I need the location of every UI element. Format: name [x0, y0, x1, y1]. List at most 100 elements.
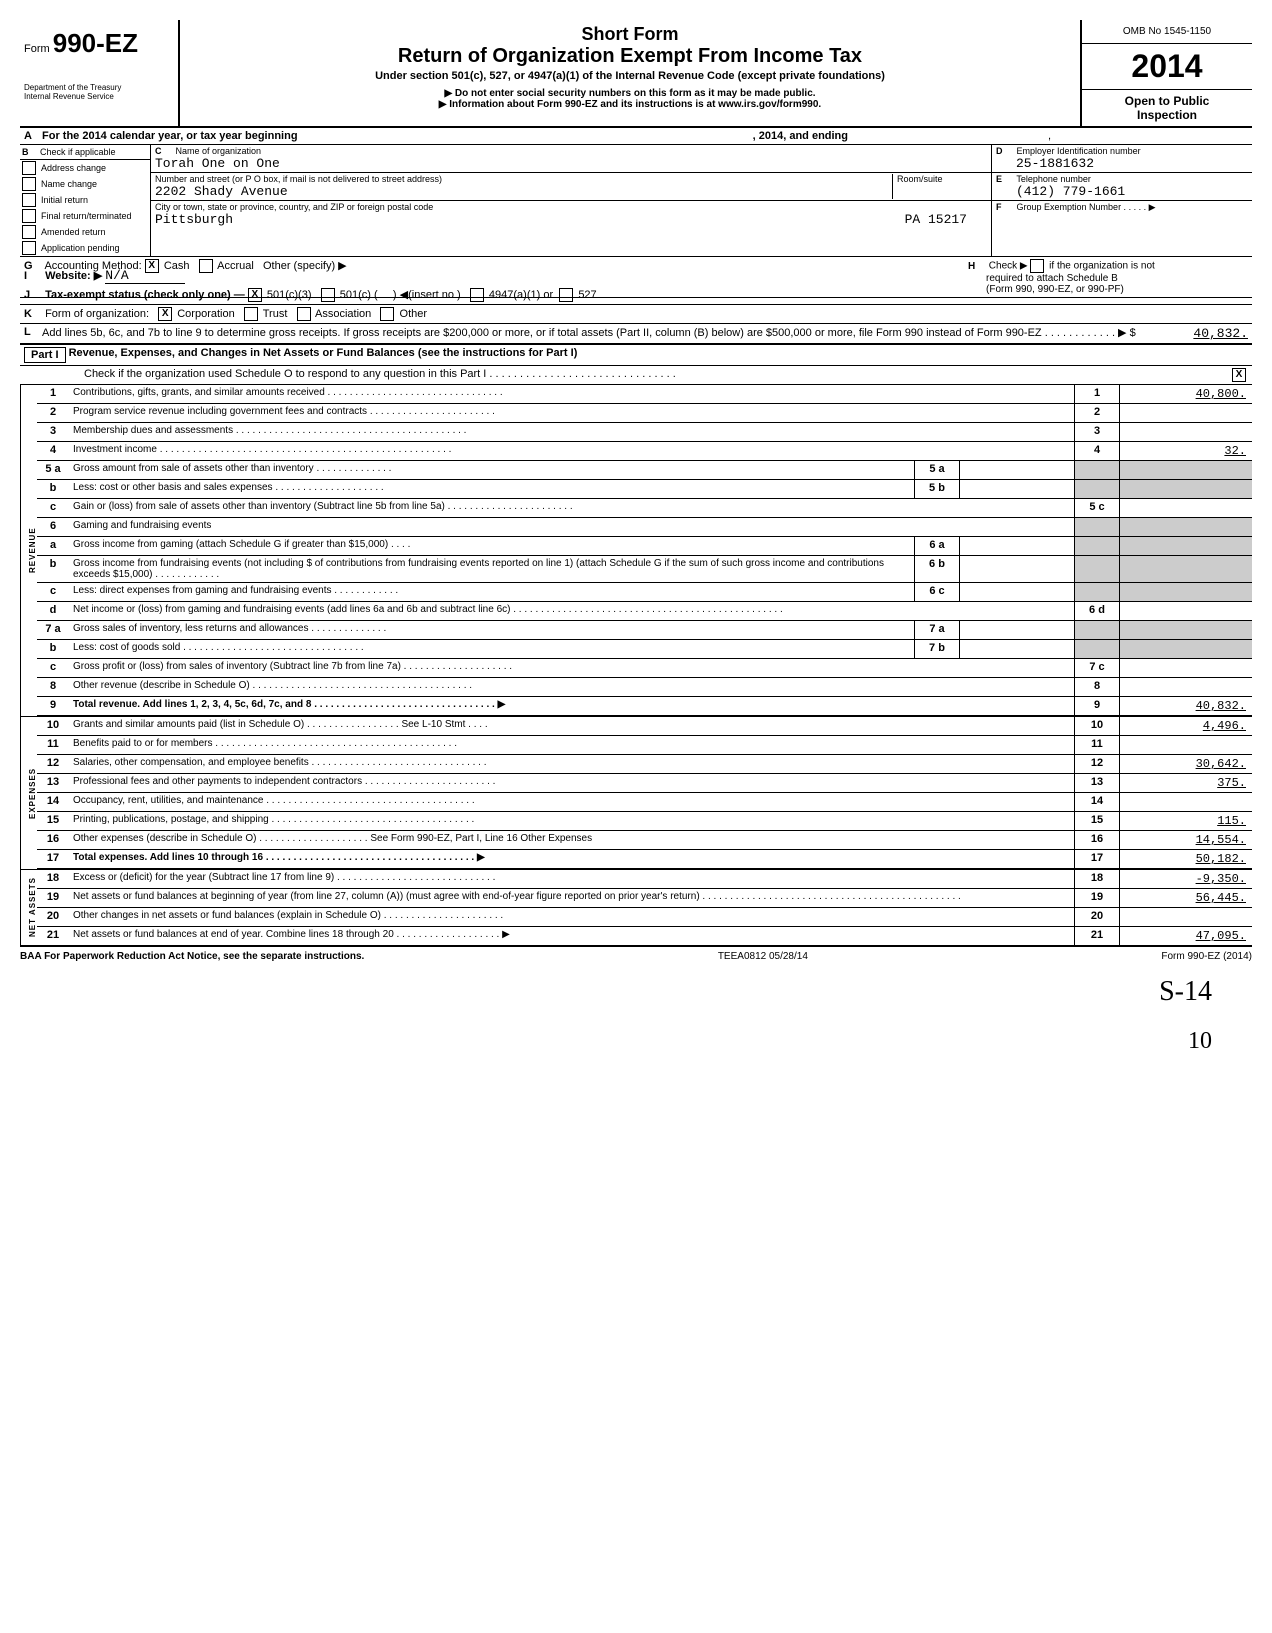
subtitle-1: Under section 501(c), 527, or 4947(a)(1)… [188, 70, 1072, 82]
ln7b-shade2 [1119, 640, 1252, 658]
line-a-text: For the 2014 calendar year, or tax year … [42, 130, 298, 142]
line-h-text2: required to attach Schedule B [986, 273, 1118, 284]
label-assoc: Association [315, 308, 371, 320]
ln11-box: 11 [1074, 736, 1119, 754]
ln7b-iamt [960, 640, 1074, 658]
city: Pittsburgh [155, 212, 233, 227]
ln1-desc: Contributions, gifts, grants, and simila… [69, 385, 1074, 403]
ln9-amt: 40,832. [1119, 697, 1252, 715]
ln9-num: 9 [37, 697, 69, 715]
ln21-desc: Net assets or fund balances at end of ye… [69, 927, 1074, 945]
check-address-change[interactable] [22, 161, 36, 175]
part-1-label: Part I [24, 347, 66, 363]
ln7c-amt [1119, 659, 1252, 677]
ln7a-ibox: 7 a [914, 621, 960, 639]
ln12-amt: 30,642. [1119, 755, 1252, 773]
state-zip: PA 15217 [905, 212, 967, 227]
label-527: 527 [578, 289, 596, 301]
ln17-num: 17 [37, 850, 69, 868]
ln2-desc: Program service revenue including govern… [69, 404, 1074, 422]
check-trust[interactable] [244, 307, 258, 321]
check-final-return[interactable] [22, 209, 36, 223]
box-d-label: Employer Identification number [1017, 146, 1141, 156]
ln7c-num: c [37, 659, 69, 677]
ln7a-num: 7 a [37, 621, 69, 639]
ln1-amt: 40,800. [1119, 385, 1252, 403]
ln7b-ibox: 7 b [914, 640, 960, 658]
ln6a-num: a [37, 537, 69, 555]
ln12-num: 12 [37, 755, 69, 773]
ln18-box: 18 [1074, 870, 1119, 888]
line-i-label: Website: ▶ [45, 270, 102, 282]
check-accrual[interactable] [199, 259, 213, 273]
revenue-side-label: REVENUE [20, 385, 37, 716]
header-left: Form 990-EZ Department of the Treasury I… [20, 20, 180, 126]
ln14-amt [1119, 793, 1252, 811]
ln6c-num: c [37, 583, 69, 601]
handwritten-1: S-14 [20, 966, 1252, 1018]
label-501c3: 501(c)(3) [267, 289, 312, 301]
ln10-box: 10 [1074, 717, 1119, 735]
check-name-change[interactable] [22, 177, 36, 191]
line-l-text: Add lines 5b, 6c, and 7b to line 9 to de… [42, 326, 1148, 339]
ln8-desc: Other revenue (describe in Schedule O) .… [69, 678, 1074, 696]
ln6c-desc: Less: direct expenses from gaming and fu… [69, 583, 914, 601]
open-public-2: Inspection [1137, 108, 1197, 122]
ln6d-desc: Net income or (loss) from gaming and fun… [69, 602, 1074, 620]
ln16-amt: 14,554. [1119, 831, 1252, 849]
check-527[interactable] [559, 288, 573, 302]
box-b: BCheck if applicable Address change Name… [20, 145, 151, 256]
check-501c3[interactable]: X [248, 288, 262, 302]
check-other-org[interactable] [380, 307, 394, 321]
ln7b-shade [1074, 640, 1119, 658]
ln9-desc: Total revenue. Add lines 1, 2, 3, 4, 5c,… [69, 697, 1074, 715]
check-4947[interactable] [470, 288, 484, 302]
check-sched-b[interactable] [1030, 259, 1044, 273]
assets-group: NET ASSETS 18Excess or (deficit) for the… [20, 870, 1252, 947]
street-address: 2202 Shady Avenue [155, 184, 288, 199]
ln7a-shade [1074, 621, 1119, 639]
ln13-num: 13 [37, 774, 69, 792]
form-number: 990-EZ [53, 28, 138, 58]
box-b-header: Check if applicable [40, 147, 116, 157]
line-h-text1: if the organization is not [1049, 261, 1155, 272]
check-corp[interactable]: X [158, 307, 172, 321]
ln5b-iamt [960, 480, 1074, 498]
ln14-num: 14 [37, 793, 69, 811]
check-501c[interactable] [321, 288, 335, 302]
ln6-desc: Gaming and fundraising events [69, 518, 1074, 536]
part-1-check-text: Check if the organization used Schedule … [24, 368, 1232, 380]
check-amended[interactable] [22, 225, 36, 239]
ln13-amt: 375. [1119, 774, 1252, 792]
footer-form: Form 990-EZ (2014) [1161, 951, 1252, 962]
label-final-return: Final return/terminated [41, 211, 132, 221]
check-schedule-o[interactable]: X [1232, 368, 1246, 382]
ln6c-shade [1074, 583, 1119, 601]
label-other-org: Other [400, 308, 428, 320]
footer-code: TEEA0812 05/28/14 [718, 951, 808, 962]
ln6c-iamt [960, 583, 1074, 601]
tax-year: 2014 [1082, 44, 1252, 90]
ln11-amt [1119, 736, 1252, 754]
check-pending[interactable] [22, 241, 36, 255]
ln4-num: 4 [37, 442, 69, 460]
ln5a-desc: Gross amount from sale of assets other t… [69, 461, 914, 479]
assets-side-label: NET ASSETS [20, 870, 37, 945]
check-assoc[interactable] [297, 307, 311, 321]
label-501c-b: ) ◀(insert no ) [393, 289, 461, 301]
ln7b-desc: Less: cost of goods sold . . . . . . . .… [69, 640, 914, 658]
line-l: L Add lines 5b, 6c, and 7b to line 9 to … [20, 324, 1252, 344]
check-initial-return[interactable] [22, 193, 36, 207]
ln6-shade [1074, 518, 1119, 536]
subtitle-3: ▶ Information about Form 990-EZ and its … [188, 99, 1072, 110]
box-def: D Employer Identification number 25-1881… [992, 145, 1252, 256]
ln9-box: 9 [1074, 697, 1119, 715]
ln7c-desc: Gross profit or (loss) from sales of inv… [69, 659, 1074, 677]
box-c: C Name of organization Torah One on One … [151, 145, 992, 256]
ln5c-box: 5 c [1074, 499, 1119, 517]
ln10-num: 10 [37, 717, 69, 735]
form-prefix: Form [24, 43, 50, 55]
label-name-change: Name change [41, 179, 97, 189]
label-corp: Corporation [177, 308, 234, 320]
ln3-box: 3 [1074, 423, 1119, 441]
